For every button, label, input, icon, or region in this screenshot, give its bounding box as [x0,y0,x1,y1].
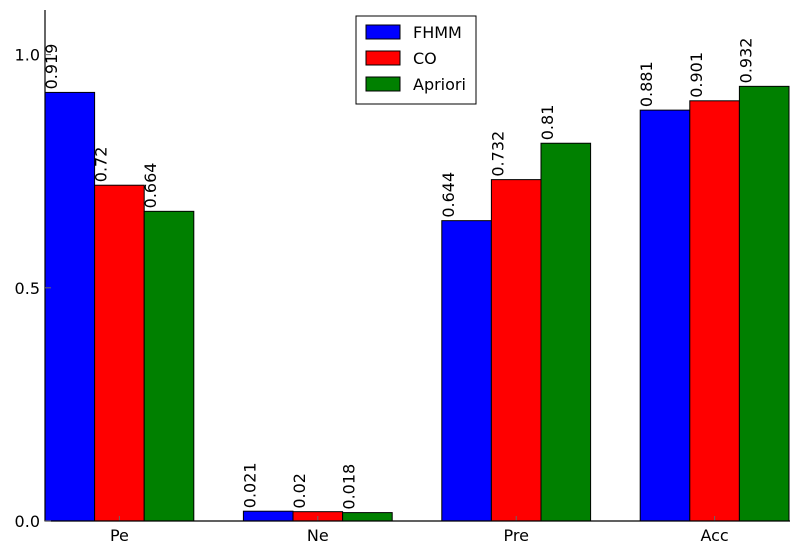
legend-label: FHMM [413,23,462,42]
value-label: 0.021 [240,462,259,508]
value-label: 0.644 [439,172,458,218]
bar-fhmm-ne [242,510,294,522]
bars-layer [44,85,790,522]
x-tick-label: Pre [503,526,528,545]
bar-co-acc [689,100,740,522]
legend-label: Apriori [413,75,466,94]
bar-apriori-pre [540,142,592,522]
x-tick-label: Acc [700,526,728,545]
value-label: 0.02 [290,473,309,509]
value-label: 0.901 [687,52,706,98]
x-tick-label: Pe [110,526,129,545]
legend: FHMM CO Apriori [355,15,477,105]
value-label: 0.018 [340,464,359,510]
bar-apriori-acc [738,85,790,522]
value-label: 0.664 [141,163,160,209]
value-label: 0.72 [92,147,111,183]
bar-fhmm-pe [44,91,96,522]
axes-layer: Pe Ne Pre Acc 0.0 0.5 1.0 [15,10,790,545]
y-tick-label: 0.0 [15,512,40,531]
legend-label: CO [413,49,437,68]
bar-apriori-ne [342,512,393,522]
bar-fhmm-acc [639,109,691,522]
y-tick-label: 0.5 [15,279,40,298]
value-label: 0.881 [637,61,656,107]
value-label: 0.732 [488,131,507,177]
legend-swatch-fhmm [365,24,401,40]
y-tick-label: 1.0 [15,46,40,65]
bar-fhmm-pre [441,220,492,522]
x-tick-label: Ne [307,526,329,545]
value-label: 0.81 [538,105,557,141]
bar-co-pre [490,179,542,522]
bar-co-pe [94,184,145,522]
legend-swatch-apriori [365,76,401,92]
bar-apriori-pe [143,210,195,522]
legend-swatch-co [365,50,401,66]
value-label: 0.932 [736,38,755,84]
